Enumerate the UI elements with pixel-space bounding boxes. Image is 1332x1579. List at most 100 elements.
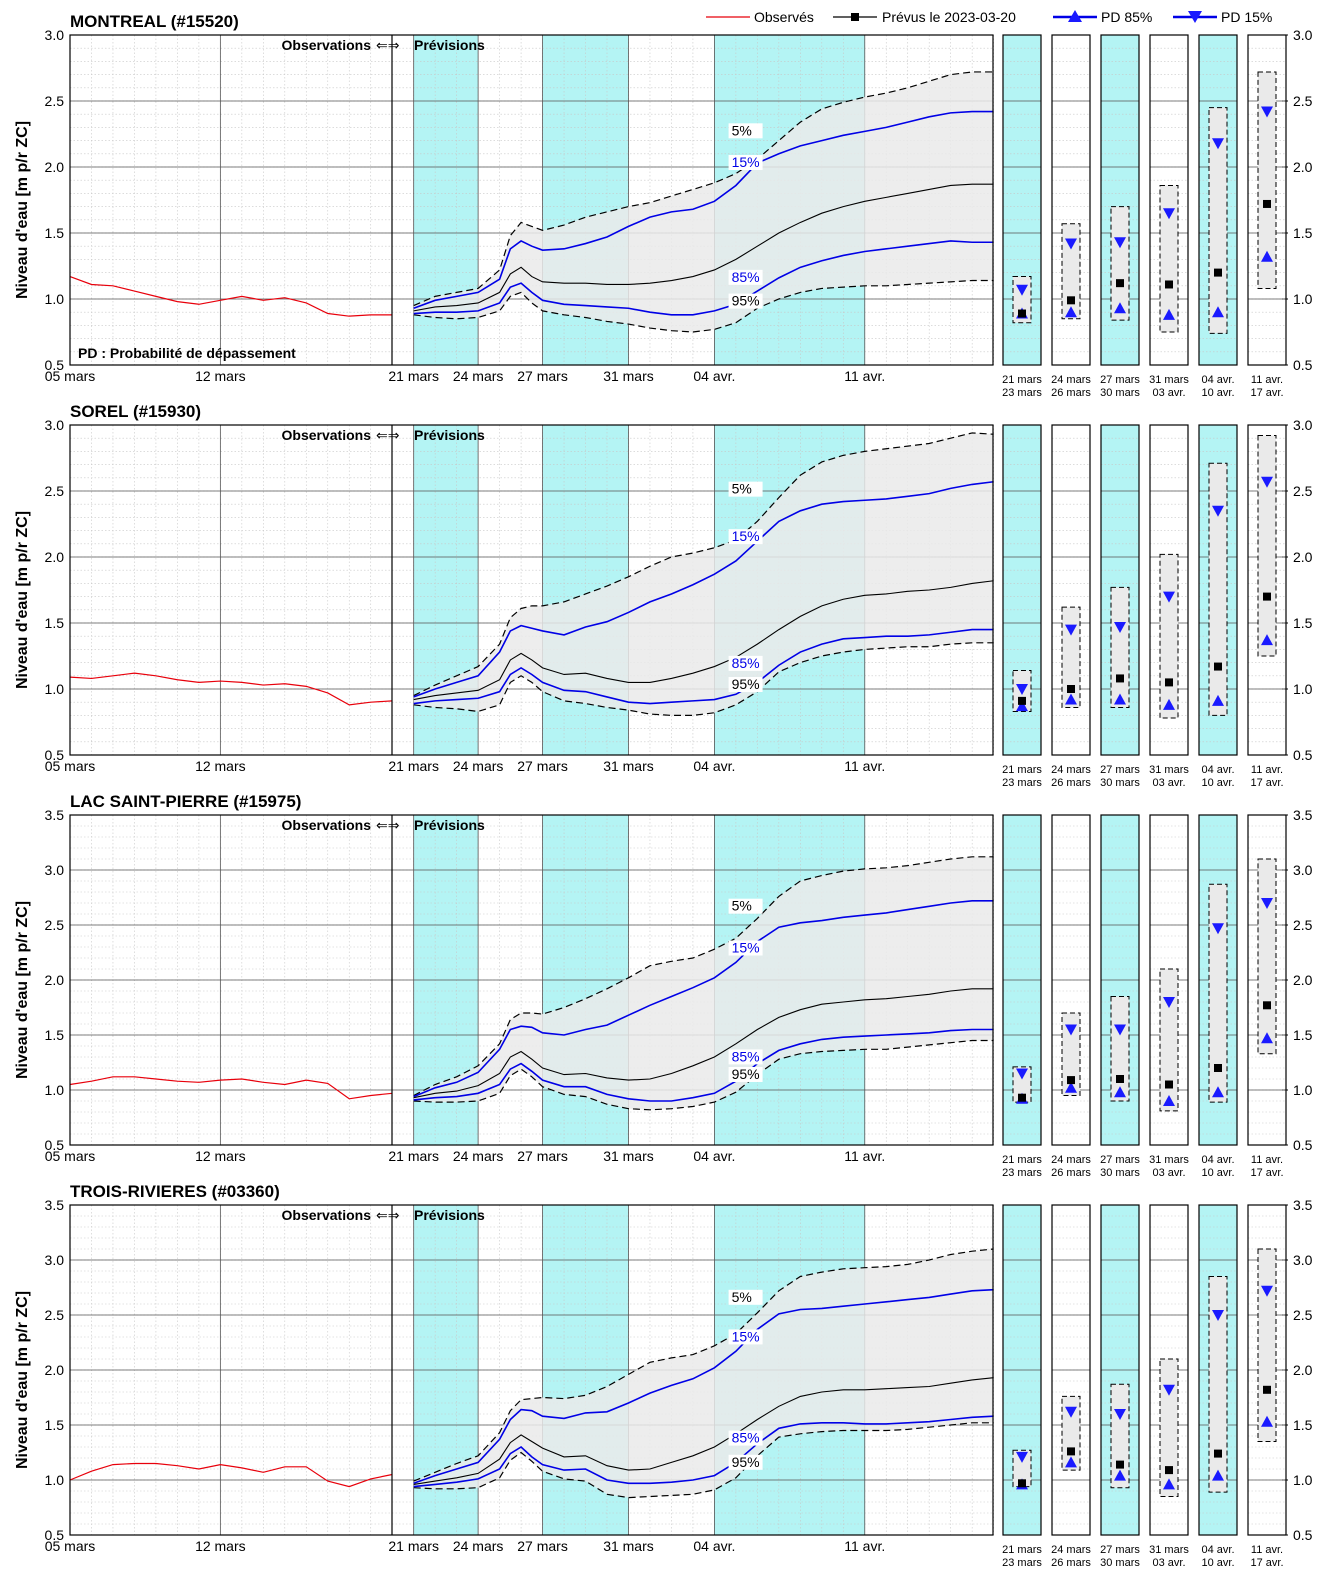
period-frame: [1100, 814, 1140, 1146]
period-pd85-marker: [1212, 1469, 1224, 1481]
period-pd15-marker: [1114, 1409, 1126, 1420]
confidence-band: [413, 71, 994, 333]
period-range-box: [1012, 276, 1032, 324]
legend: Observés Prévus le 2023-03-20 PD 85% PD …: [706, 9, 1272, 25]
period-start-label: 21 mars: [1002, 764, 1042, 776]
period-end-label: 26 mars: [1051, 387, 1091, 399]
period-range-box: [1110, 996, 1130, 1102]
y-tick-label-right: 3.5: [1293, 1197, 1313, 1213]
station-panel: TROIS-RIVIERES (#03360) 5% 15% 85% 95% Observ…: [14, 1182, 1313, 1569]
period-median-marker: [1018, 1093, 1026, 1102]
y-tick-label: 0.5: [45, 357, 65, 373]
period-pd15-marker: [1212, 138, 1224, 150]
percentile-label-bg: [728, 1329, 763, 1345]
y-tick-label: 2.0: [45, 159, 65, 175]
x-tick-label: 04 avr.: [693, 1148, 735, 1164]
period-pd15-marker: [1065, 1406, 1077, 1418]
percentile-label-bg: [728, 293, 763, 309]
percentile-label-bg: [728, 1454, 763, 1470]
percentile-label: 85%: [732, 1430, 760, 1446]
x-tick-label: 11 avr.: [844, 1538, 885, 1554]
y-tick-label-right: 1.0: [1293, 291, 1313, 307]
y-tick-label-right: 2.5: [1293, 483, 1313, 499]
period-pd15-marker: [1016, 684, 1028, 695]
period-start-label: 11 avr.: [1251, 1544, 1283, 1556]
x-tick-label: 05 mars: [45, 758, 96, 774]
period-range-box: [1159, 1358, 1179, 1497]
period-end-label: 30 mars: [1100, 777, 1140, 789]
x-tick-label: 21 mars: [388, 1538, 439, 1554]
percentile-label-bg: [728, 1049, 763, 1065]
period-range-box: [1208, 883, 1228, 1103]
x-tick-label: 21 mars: [388, 758, 439, 774]
period-pd15-marker: [1065, 1024, 1077, 1036]
period-range-box: [1257, 858, 1277, 1055]
percentile-label: 15%: [732, 528, 760, 544]
legend-pd15-marker: [1188, 11, 1202, 23]
percentile-label: 95%: [732, 1066, 760, 1082]
series-p95-line: [413, 1422, 994, 1499]
percentile-label-bg: [728, 655, 763, 671]
banner-observations: Observations: [282, 427, 372, 443]
period-pd15-marker: [1016, 1068, 1028, 1080]
x-tick-label: 27 mars: [517, 368, 568, 384]
y-tick-label-right: 3.0: [1293, 1252, 1313, 1268]
period-pd15-marker: [1016, 284, 1028, 296]
period-start-label: 27 mars: [1100, 764, 1140, 776]
x-tick-label: 04 avr.: [693, 758, 735, 774]
y-tick-label: 1.5: [45, 1417, 65, 1433]
period-range-box: [1061, 1395, 1081, 1471]
y-axis-label: Niveau d'eau [m p/r ZC]: [14, 1291, 31, 1469]
period-start-label: 31 mars: [1149, 374, 1189, 386]
period-end-label: 26 mars: [1051, 1557, 1091, 1569]
period-median-marker: [1263, 1001, 1271, 1010]
banner-arrow: ⇐⇒: [376, 37, 400, 53]
y-tick-label: 2.5: [45, 1307, 65, 1323]
x-tick-label: 05 mars: [45, 1538, 96, 1554]
y-tick-label: 1.0: [45, 681, 65, 697]
confidence-band: [413, 432, 994, 716]
period-start-label: 21 mars: [1002, 374, 1042, 386]
period-end-label: 03 avr.: [1152, 387, 1185, 399]
period-median-marker: [1165, 280, 1173, 289]
period-pd85-marker: [1261, 250, 1273, 262]
station-panel: LAC SAINT-PIERRE (#15975) 5% 15% 85% 95% Obse…: [14, 792, 1313, 1179]
series-p95-line: [413, 1039, 994, 1111]
series-p5-line: [413, 1248, 994, 1482]
period-end-label: 23 mars: [1002, 1557, 1042, 1569]
period-frame: [1149, 424, 1189, 756]
period-range-box: [1061, 1012, 1081, 1096]
percentile-label: 5%: [732, 481, 752, 497]
period-median-marker: [1018, 1479, 1026, 1488]
y-tick-label-right: 3.0: [1293, 27, 1313, 43]
main-axes-frame: [69, 1204, 994, 1536]
period-pd15-marker: [1065, 624, 1077, 636]
period-frame: [1002, 34, 1042, 366]
x-tick-label: 05 mars: [45, 368, 96, 384]
y-tick-label-right: 2.5: [1293, 93, 1313, 109]
period-end-label: 10 avr.: [1201, 1167, 1234, 1179]
y-tick-label-right: 0.5: [1293, 1137, 1313, 1153]
y-tick-label-right: 1.0: [1293, 1472, 1313, 1488]
period-range-box: [1061, 606, 1081, 708]
series-median-line: [413, 183, 994, 312]
period-end-label: 30 mars: [1100, 387, 1140, 399]
y-tick-label: 2.5: [45, 917, 65, 933]
period-range-box: [1012, 1066, 1032, 1103]
period-end-label: 26 mars: [1051, 1167, 1091, 1179]
percentile-label: 15%: [732, 154, 760, 170]
percentile-label-bg: [728, 1430, 763, 1446]
banner-forecasts: Prévisions: [414, 1207, 485, 1223]
percentile-label: 85%: [732, 655, 760, 671]
station-panel: SOREL (#15930) 5% 15% 85% 95% Observations ⇐⇒ P…: [14, 402, 1313, 789]
period-pd15-marker: [1016, 1451, 1028, 1463]
banner-arrow: ⇐⇒: [376, 817, 400, 833]
period-frame: [1149, 814, 1189, 1146]
period-pd15-marker: [1114, 237, 1126, 249]
percentile-label-bg: [728, 677, 763, 692]
period-pd15-marker: [1163, 208, 1175, 220]
percentile-label-bg: [728, 1289, 763, 1305]
series-p15-line: [413, 900, 994, 1098]
